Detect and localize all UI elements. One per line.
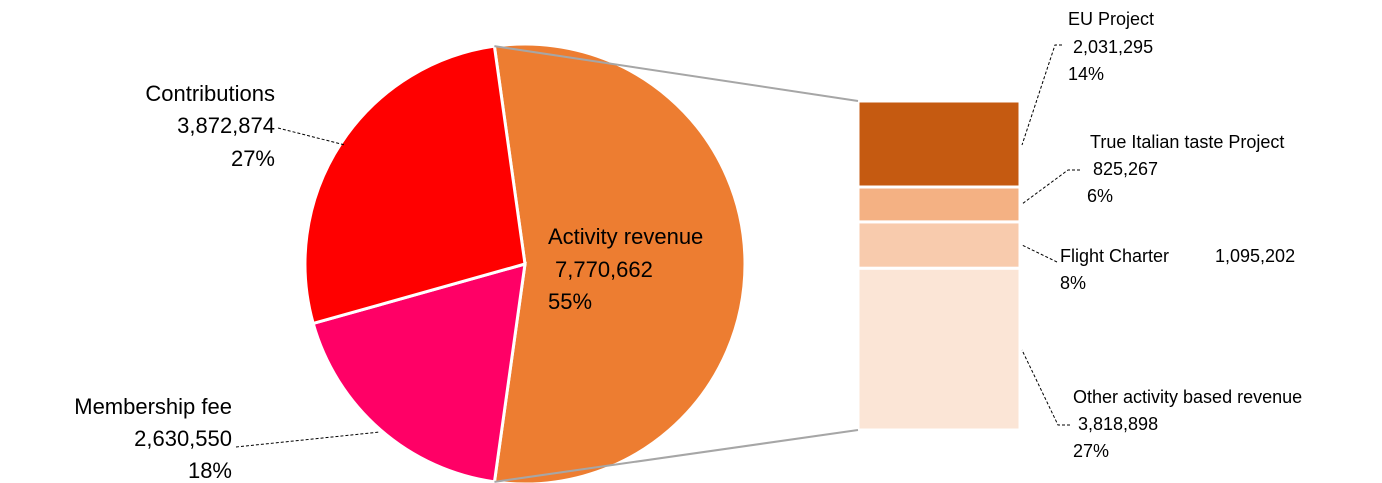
data-label-name: Contributions — [145, 81, 275, 106]
data-label-value: 1,095,202 — [1215, 246, 1295, 266]
data-label-percent: 27% — [231, 146, 275, 171]
pie-slice — [303, 44, 527, 326]
connector — [494, 429, 859, 483]
breakdown-bar — [856, 185, 1022, 224]
leader-line — [1021, 349, 1070, 426]
data-label-name: True Italian taste Project — [1090, 132, 1284, 152]
breakdown-bar — [856, 266, 1022, 432]
leader-line — [235, 431, 381, 448]
data-label-name: EU Project — [1068, 9, 1154, 29]
data-label-value: 825,267 — [1093, 159, 1158, 179]
pie-slice — [492, 42, 747, 483]
data-label-percent: 14% — [1068, 64, 1104, 84]
breakdown-bar — [856, 99, 1022, 189]
pie-slice — [311, 261, 527, 483]
data-label-name: Membership fee — [74, 394, 232, 419]
data-label-name: Other activity based revenue — [1073, 387, 1302, 407]
leader-line — [1021, 169, 1080, 205]
data-label-percent: 27% — [1073, 441, 1109, 461]
data-label-value: 2,031,295 — [1073, 37, 1153, 57]
data-label-name: Flight Charter — [1060, 246, 1169, 266]
data-label-value: 7,770,662 — [555, 257, 653, 282]
data-label-percent: 18% — [188, 458, 232, 483]
leader-line — [1021, 44, 1062, 146]
leader-line — [277, 127, 346, 146]
breakdown-bar — [856, 220, 1022, 270]
data-label-percent: 6% — [1087, 186, 1113, 206]
data-label-value: 3,818,898 — [1078, 414, 1158, 434]
data-label-name: Activity revenue — [548, 224, 703, 249]
data-label-percent: 55% — [548, 289, 592, 314]
leader-line — [1021, 244, 1058, 263]
connector — [494, 45, 859, 102]
data-label-value: 3,872,874 — [177, 113, 275, 138]
data-label-percent: 8% — [1060, 273, 1086, 293]
data-label-value: 2,630,550 — [134, 426, 232, 451]
